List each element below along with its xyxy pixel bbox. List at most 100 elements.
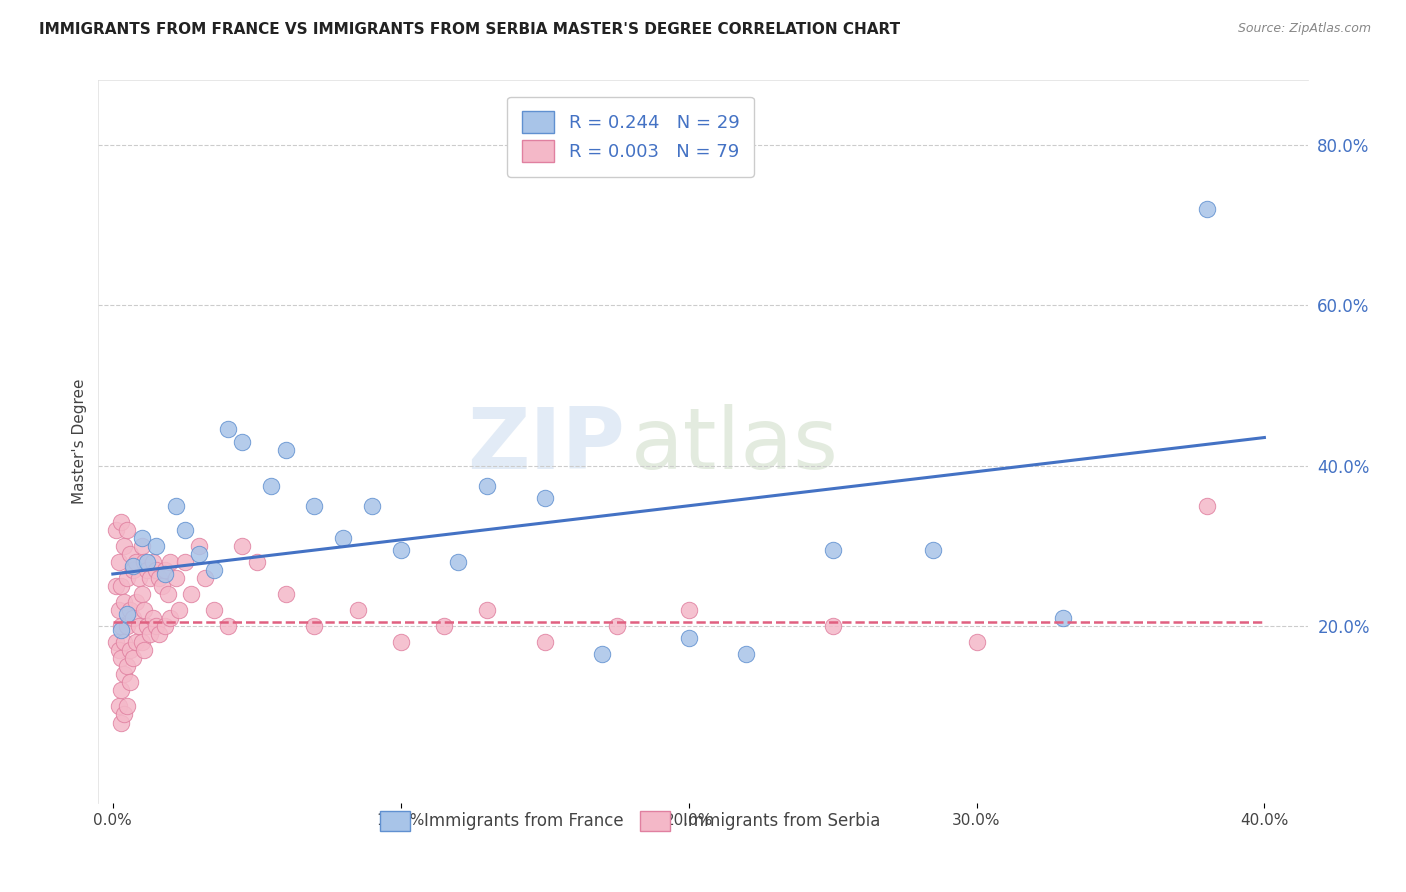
Point — [131, 587, 153, 601]
Point — [148, 571, 170, 585]
Point — [110, 651, 132, 665]
Point — [332, 531, 354, 545]
Point — [125, 635, 148, 649]
Point — [131, 539, 153, 553]
Text: ZIP: ZIP — [467, 404, 624, 487]
Point — [153, 619, 176, 633]
Point — [735, 648, 758, 662]
Point — [136, 555, 159, 569]
Point — [134, 555, 156, 569]
Point — [110, 715, 132, 730]
Point — [112, 667, 135, 681]
Point — [153, 563, 176, 577]
Point — [115, 659, 138, 673]
Point — [606, 619, 628, 633]
Point — [134, 603, 156, 617]
Point — [104, 579, 127, 593]
Point — [346, 603, 368, 617]
Point — [120, 675, 142, 690]
Point — [361, 499, 384, 513]
Point — [389, 542, 412, 557]
Point — [389, 635, 412, 649]
Point — [110, 515, 132, 529]
Point — [110, 579, 132, 593]
Point — [145, 563, 167, 577]
Point — [475, 478, 498, 492]
Text: IMMIGRANTS FROM FRANCE VS IMMIGRANTS FROM SERBIA MASTER'S DEGREE CORRELATION CHA: IMMIGRANTS FROM FRANCE VS IMMIGRANTS FRO… — [39, 22, 900, 37]
Point — [115, 607, 138, 621]
Point — [188, 547, 211, 561]
Point — [139, 627, 162, 641]
Point — [145, 619, 167, 633]
Point — [202, 563, 225, 577]
Point — [112, 595, 135, 609]
Point — [107, 699, 129, 714]
Point — [217, 619, 239, 633]
Point — [136, 619, 159, 633]
Point — [125, 595, 148, 609]
Point — [134, 643, 156, 657]
Point — [136, 563, 159, 577]
Point — [475, 603, 498, 617]
Point — [110, 619, 132, 633]
Legend: Immigrants from France, Immigrants from Serbia: Immigrants from France, Immigrants from … — [374, 805, 887, 838]
Point — [122, 651, 145, 665]
Point — [150, 579, 173, 593]
Point — [159, 555, 181, 569]
Point — [304, 619, 326, 633]
Text: atlas: atlas — [630, 404, 838, 487]
Point — [120, 643, 142, 657]
Point — [274, 587, 297, 601]
Point — [107, 555, 129, 569]
Point — [173, 555, 195, 569]
Point — [125, 555, 148, 569]
Point — [1195, 499, 1218, 513]
Point — [139, 571, 162, 585]
Point — [966, 635, 988, 649]
Point — [156, 587, 179, 601]
Point — [120, 547, 142, 561]
Point — [104, 523, 127, 537]
Point — [304, 499, 326, 513]
Point — [145, 539, 167, 553]
Point — [591, 648, 613, 662]
Point — [128, 571, 150, 585]
Point — [115, 523, 138, 537]
Point — [167, 603, 190, 617]
Point — [104, 635, 127, 649]
Point — [433, 619, 456, 633]
Point — [159, 611, 181, 625]
Point — [148, 627, 170, 641]
Point — [194, 571, 217, 585]
Point — [246, 555, 269, 569]
Point — [821, 542, 844, 557]
Text: Source: ZipAtlas.com: Source: ZipAtlas.com — [1237, 22, 1371, 36]
Point — [678, 603, 700, 617]
Point — [122, 611, 145, 625]
Point — [678, 632, 700, 646]
Point — [231, 434, 253, 449]
Point — [112, 635, 135, 649]
Point — [447, 555, 470, 569]
Point — [165, 571, 187, 585]
Point — [188, 539, 211, 553]
Point — [821, 619, 844, 633]
Point — [1052, 611, 1074, 625]
Point — [202, 603, 225, 617]
Point — [173, 523, 195, 537]
Point — [112, 707, 135, 722]
Point — [153, 567, 176, 582]
Point — [260, 478, 283, 492]
Point — [922, 542, 945, 557]
Point — [120, 603, 142, 617]
Point — [107, 643, 129, 657]
Point — [131, 635, 153, 649]
Point — [115, 699, 138, 714]
Point — [1195, 202, 1218, 216]
Point — [122, 563, 145, 577]
Point — [231, 539, 253, 553]
Point — [274, 442, 297, 457]
Point — [180, 587, 202, 601]
Point — [115, 619, 138, 633]
Point — [110, 623, 132, 637]
